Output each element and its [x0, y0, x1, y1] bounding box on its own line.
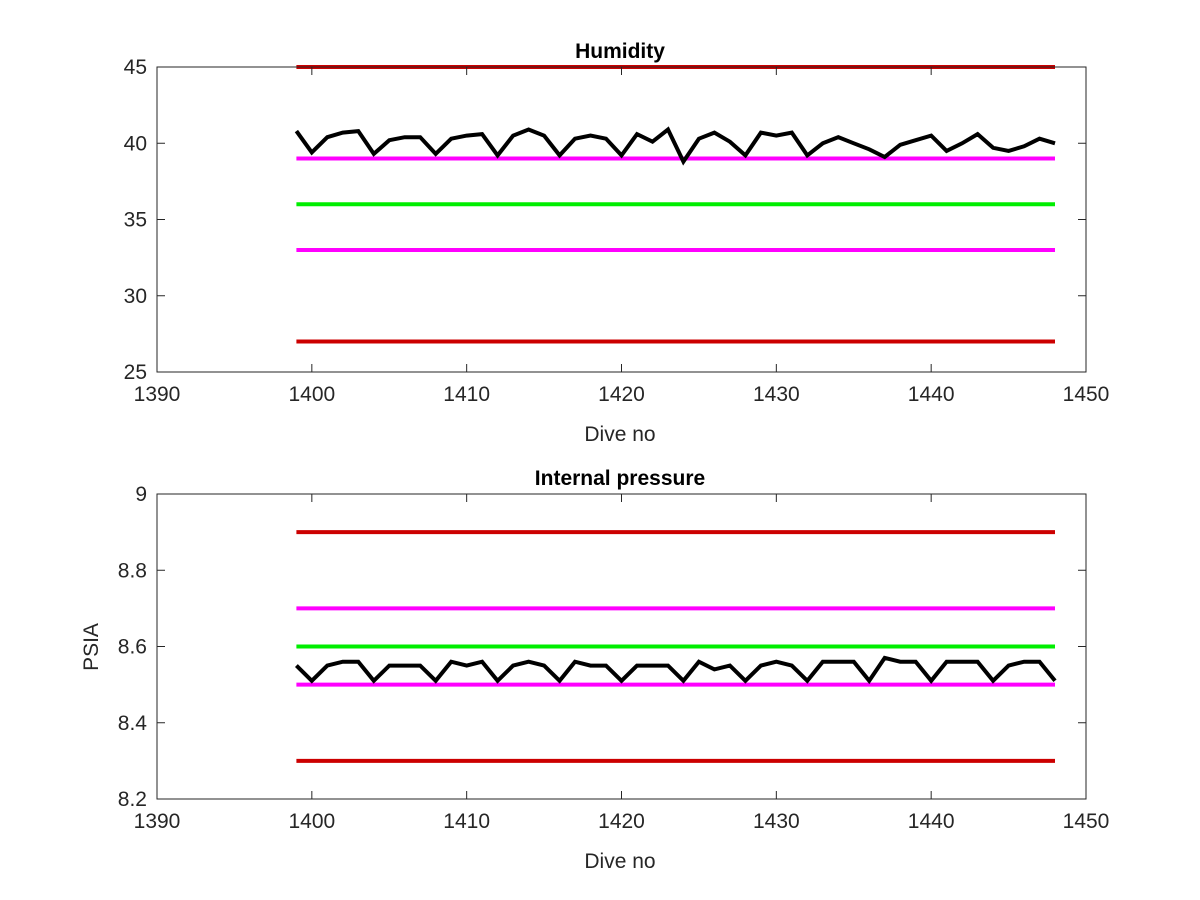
humidity-title: Humidity	[575, 40, 665, 63]
internal-pressure-y-tick-label: 8.8	[118, 559, 147, 582]
internal-pressure-plot-area: 1390 1400 1410 1420 1430 1440 1450 8.2 8.4 8.6 8.8…	[118, 483, 1110, 833]
internal-pressure-y-tick-label: 8.6	[118, 636, 147, 659]
humidity-y-tick-label: 40	[124, 132, 147, 155]
internal-pressure-x-tick-label: 1440	[908, 810, 955, 833]
internal-pressure-x-axis-label: Dive no	[584, 850, 655, 873]
internal-pressure-y-tick-label: 8.4	[118, 712, 148, 735]
humidity-x-tick-label: 1450	[1063, 383, 1110, 406]
humidity-x-tick-label: 1420	[598, 383, 645, 406]
internal-pressure-y-tick-label: 8.2	[118, 788, 147, 811]
humidity-panel: 1390 1400 1410 1420 1430 1440 1450 25 30 35 40 45 H…	[124, 40, 1110, 446]
humidity-y-tick-label: 45	[124, 56, 147, 79]
humidity-y-tick-label: 30	[124, 285, 147, 308]
internal-pressure-title: Internal pressure	[535, 467, 705, 490]
internal-pressure-x-tick-label: 1390	[134, 810, 181, 833]
humidity-y-tick-label: 35	[124, 209, 147, 232]
internal-pressure-measurement-line	[294, 655, 1057, 685]
humidity-x-tick-label: 1390	[134, 383, 181, 406]
humidity-x-tick-label: 1430	[753, 383, 800, 406]
internal-pressure-x-tick-label: 1410	[443, 810, 490, 833]
internal-pressure-x-tick-label: 1430	[753, 810, 800, 833]
internal-pressure-panel: 1390 1400 1410 1420 1430 1440 1450 8.2 8.4 8.6 8.8…	[80, 467, 1109, 873]
humidity-plot-area: 1390 1400 1410 1420 1430 1440 1450 25 30 35 40 45	[124, 56, 1110, 406]
internal-pressure-y-tick-label: 9	[135, 483, 147, 506]
humidity-y-tick-label: 25	[124, 361, 147, 384]
internal-pressure-x-tick-label: 1420	[598, 810, 645, 833]
humidity-x-axis-label: Dive no	[584, 423, 655, 446]
humidity-x-tick-label: 1410	[443, 383, 490, 406]
humidity-measurement-line	[294, 126, 1056, 166]
internal-pressure-x-tick-label: 1400	[288, 810, 335, 833]
internal-pressure-x-tick-label: 1450	[1063, 810, 1110, 833]
internal-pressure-y-axis-label: PSIA	[80, 623, 103, 671]
humidity-x-tick-label: 1400	[288, 383, 335, 406]
humidity-x-tick-label: 1440	[908, 383, 955, 406]
